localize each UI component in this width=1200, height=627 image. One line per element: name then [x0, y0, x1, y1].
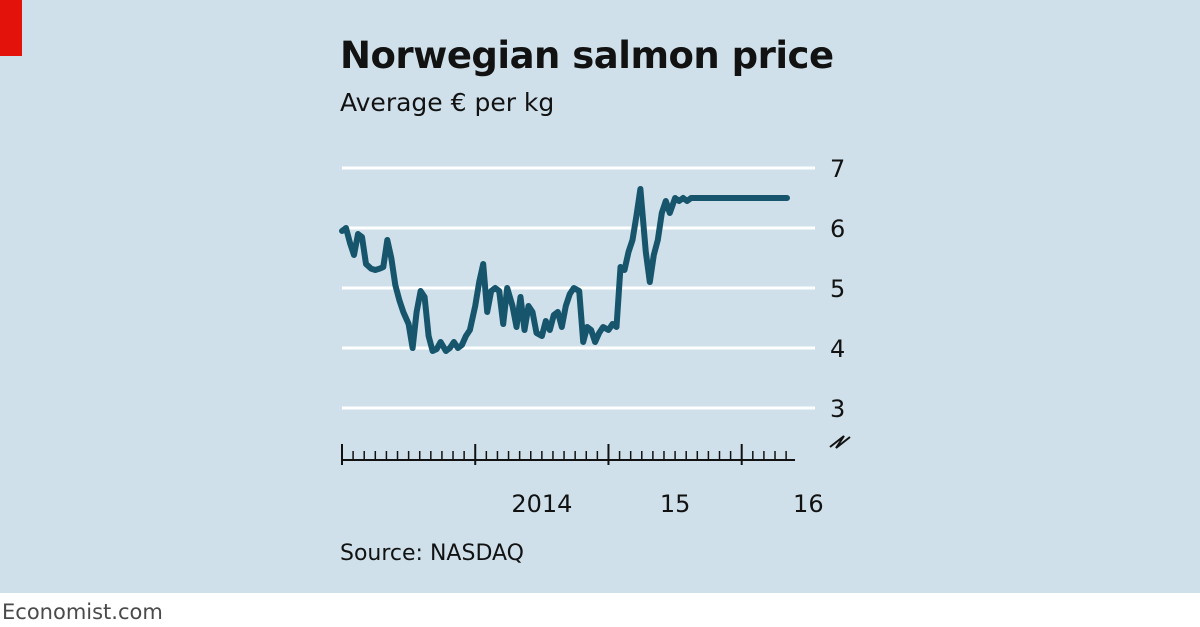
x-axis [341, 444, 795, 465]
x-axis-tick-labels: 2014 15 16 [511, 490, 823, 518]
chart-background [0, 0, 1200, 593]
y-axis-break-icon [829, 435, 851, 449]
y-tick-label-5: 5 [830, 275, 845, 303]
chart-svg: 3 4 5 6 7 2014 15 16 [339, 155, 851, 518]
x-tick-label-16: 16 [793, 490, 824, 518]
y-axis-tick-labels: 3 4 5 6 7 [830, 155, 845, 423]
x-tick-label-15: 15 [660, 490, 691, 518]
y-tick-label-4: 4 [830, 335, 845, 363]
series-lines [339, 186, 790, 354]
y-tick-label-3: 3 [830, 395, 845, 423]
brand-red-tab [0, 0, 22, 56]
series-line-0 [339, 186, 790, 354]
y-tick-label-6: 6 [830, 215, 845, 243]
chart-subtitle: Average € per kg [340, 88, 555, 117]
source-note: Source: NASDAQ [340, 541, 524, 566]
brand-credit: Economist.com [2, 600, 163, 624]
chart-title: Norwegian salmon price [340, 34, 834, 77]
y-tick-label-7: 7 [830, 155, 845, 183]
x-tick-label-2014: 2014 [511, 490, 572, 518]
